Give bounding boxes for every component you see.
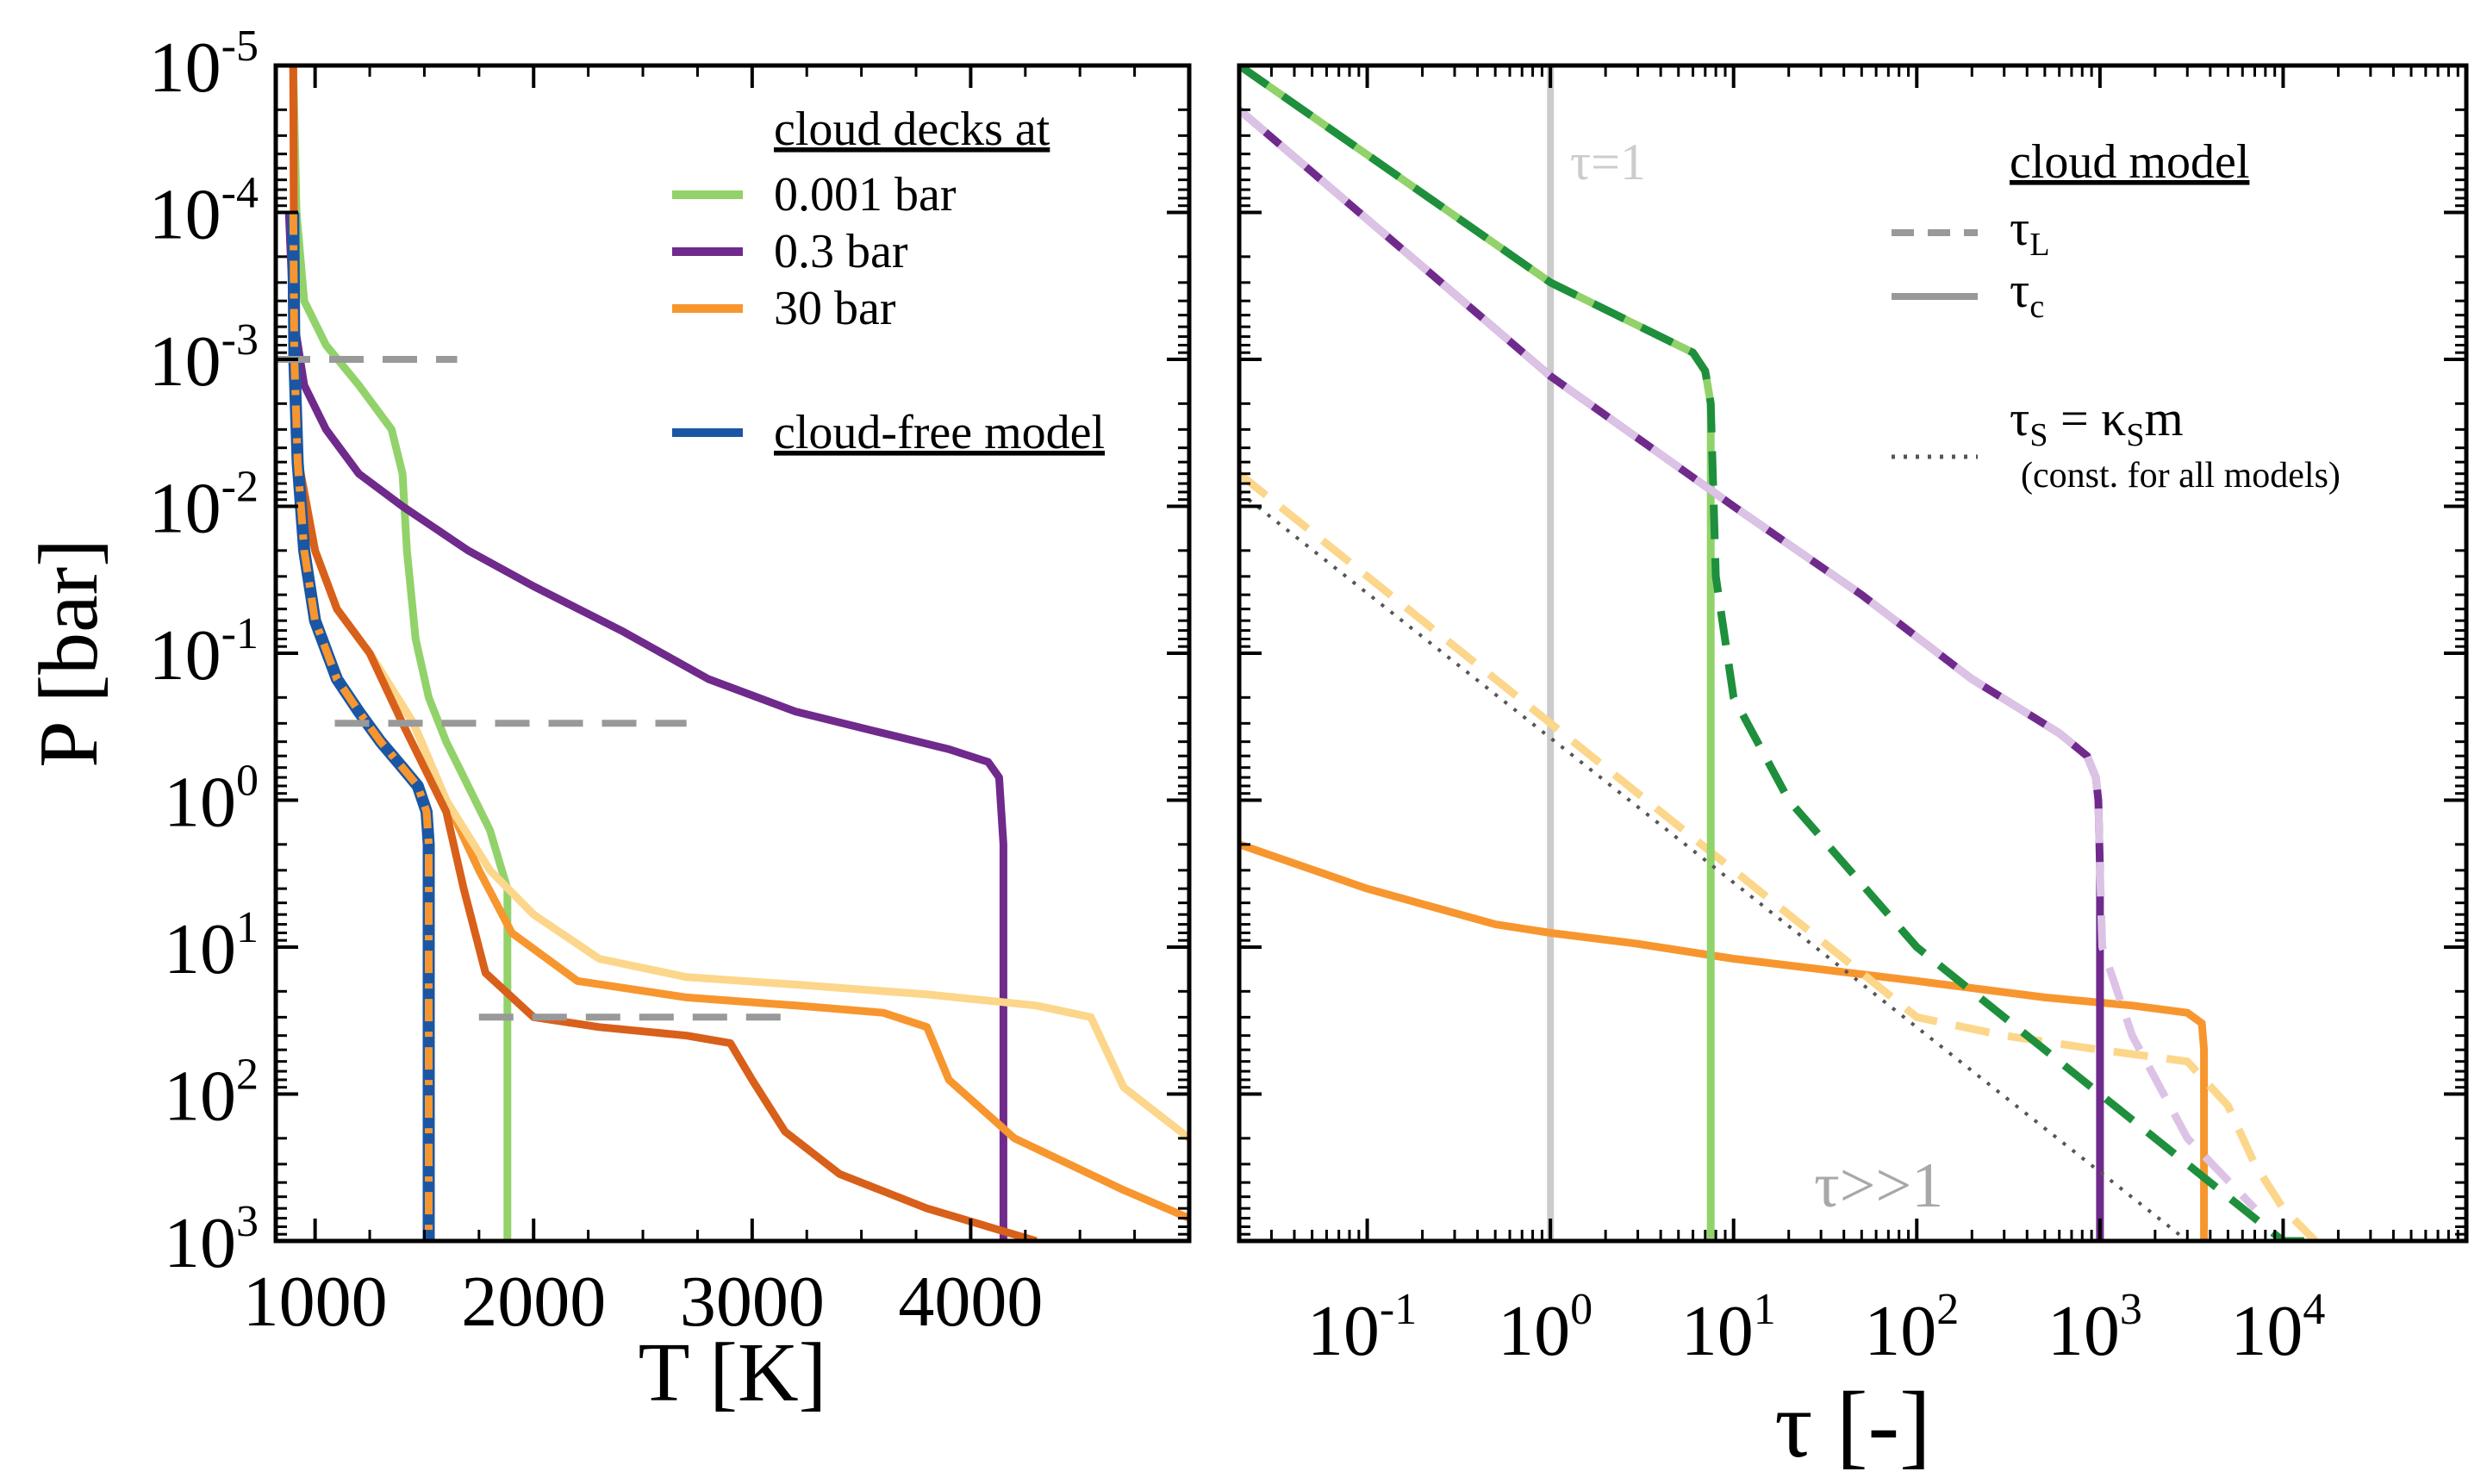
legend-label-0-001-bar: 0.001 bar [774, 168, 957, 221]
legend-label-tau-l: τL [2010, 200, 2050, 263]
tau-one-annotation: τ=1 [1570, 134, 1646, 190]
x-tick-label-tau: 101 [1681, 1285, 1776, 1371]
x-tick-label-2000: 2000 [461, 1262, 606, 1342]
left-x-axis-label: T [K] [639, 1326, 827, 1419]
legend-label-30-bar: 30 bar [774, 282, 896, 335]
x-tick-label-tau: 10-1 [1307, 1285, 1417, 1371]
right-plot-frame [1237, 63, 2469, 1244]
y-tick-label: 10-2 [149, 463, 259, 549]
y-tick-label: 10-5 [149, 22, 259, 108]
y-tick-label: 10-3 [149, 315, 259, 402]
right-legend-title: cloud model [2010, 135, 2249, 189]
left-series-1-0-3-bar [284, 212, 1007, 1241]
x-tick-label-tau: 104 [2230, 1285, 2325, 1371]
right-series-6 [1239, 106, 2258, 1212]
legend-label-cloud-free: cloud-free model [774, 406, 1105, 459]
x-tick-label-tau: 102 [1864, 1285, 1959, 1371]
left-series-4 [289, 65, 1038, 1241]
optical-depth-panel: 10-1 100 101 102 103 104 τ [-] τ=1 τ>>1 cloud… [1237, 63, 2469, 1477]
right-series-2 [1239, 471, 2319, 1241]
y-tick-label: 101 [164, 903, 259, 989]
y-tick-label: 10-1 [149, 609, 259, 695]
left-series-0-0-001-bar [289, 65, 512, 1241]
y-tick-label: 10-4 [149, 169, 259, 255]
legend-note-tau-s: (const. for all models) [2021, 456, 2341, 496]
legend-label-0-3-bar: 0.3 bar [774, 225, 908, 278]
tau-large-annotation: τ>>1 [1814, 1150, 1943, 1221]
x-tick-label-4000: 4000 [898, 1262, 1043, 1342]
right-legend: cloud model τL τc τS = κSm (const. for a… [1892, 135, 2341, 496]
x-tick-label-1000: 1000 [243, 1262, 388, 1342]
y-tick-label: 102 [164, 1051, 259, 1137]
x-tick-label-tau: 103 [2048, 1285, 2142, 1371]
left-series-6 [289, 212, 433, 1241]
left-legend: cloud decks at 0.001 bar 0.3 bar 30 bar … [672, 103, 1105, 459]
x-tick-label-tau: 100 [1498, 1285, 1593, 1371]
left-legend-title: cloud decks at [774, 103, 1050, 156]
x-tick-label-3000: 3000 [680, 1262, 825, 1342]
right-series-4 [1239, 65, 2310, 1241]
left-y-axis-label: P [bar] [22, 539, 115, 768]
right-series-3 [1239, 65, 1715, 1241]
y-tick-label: 103 [164, 1197, 259, 1283]
right-x-axis-label: τ [-] [1774, 1372, 1931, 1477]
left-plot-frame [273, 63, 1192, 1244]
legend-label-tau-c: τc [2010, 262, 2044, 325]
legend-label-tau-s: τS = κSm [2010, 390, 2184, 453]
y-tick-label: 100 [164, 757, 259, 843]
right-series-7 [1239, 490, 2189, 1241]
right-series-1 [1239, 840, 2209, 1241]
